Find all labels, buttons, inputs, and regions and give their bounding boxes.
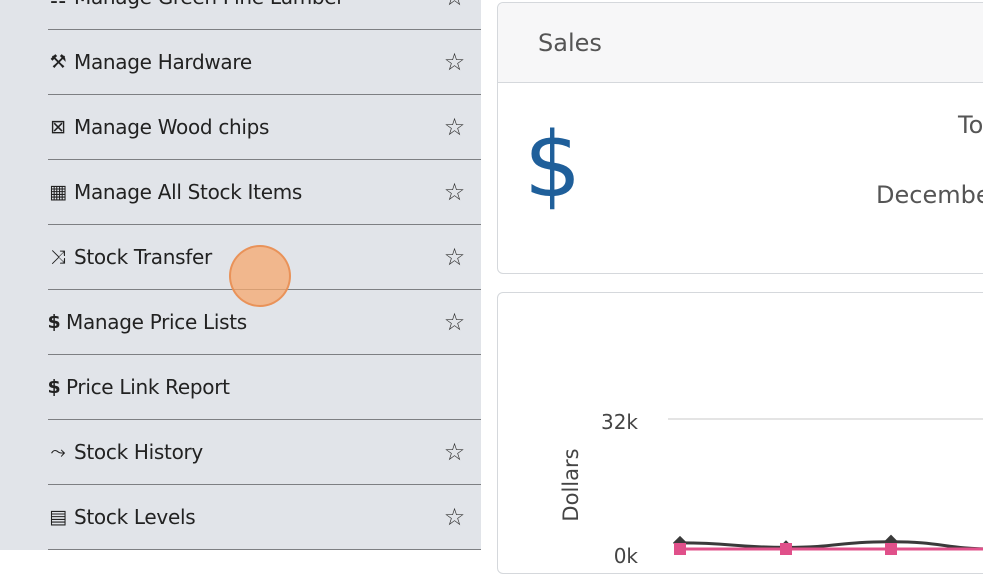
sidebar-item-label: Stock Transfer bbox=[74, 245, 212, 269]
sidebar-item-label: Manage Hardware bbox=[74, 50, 252, 74]
sales-card-header: Sales bbox=[498, 3, 983, 83]
star-icon[interactable]: ☆ bbox=[443, 48, 466, 76]
sidebar-item-label: Manage Green Pine Lumber bbox=[74, 0, 345, 9]
sidebar: ☷ Manage Green Pine Lumber ☆ ⚒ Manage Hardwa… bbox=[0, 0, 481, 550]
sidebar-item[interactable]: $ Manage Price Lists ☆ bbox=[48, 290, 481, 355]
star-icon[interactable]: ☆ bbox=[444, 0, 466, 11]
star-icon[interactable]: ☆ bbox=[443, 438, 466, 466]
sidebar-item-label: Stock Levels bbox=[74, 505, 196, 529]
sales-card: Sales $ To Decembe bbox=[497, 2, 983, 274]
industry-icon: ▦ bbox=[49, 181, 67, 203]
sidebar-item-label: Stock History bbox=[74, 440, 203, 464]
y-tick-label: 0k bbox=[614, 544, 639, 568]
sidebar-item[interactable]: ▤ Stock Levels ☆ bbox=[48, 485, 481, 550]
y-tick-label: 32k bbox=[601, 410, 638, 434]
dollar-icon: $ bbox=[47, 376, 61, 398]
shuffle-icon: ⤨ bbox=[50, 246, 66, 268]
sidebar-item[interactable]: ⊠ Manage Wood chips ☆ bbox=[48, 95, 481, 160]
file-icon: ▤ bbox=[49, 506, 67, 528]
dollar-icon: $ bbox=[524, 113, 582, 218]
sidebar-item-label: Manage Wood chips bbox=[74, 115, 270, 139]
star-icon[interactable]: ☆ bbox=[443, 308, 466, 336]
cursor-highlight bbox=[229, 245, 291, 307]
series-line bbox=[679, 540, 983, 551]
sidebar-item[interactable]: ⚒ Manage Hardware ☆ bbox=[48, 30, 481, 95]
star-icon[interactable]: ☆ bbox=[443, 178, 466, 206]
sidebar-item-label: Manage All Stock Items bbox=[74, 180, 303, 204]
sidebar-menu: ☷ Manage Green Pine Lumber ☆ ⚒ Manage Hardwa… bbox=[48, 0, 481, 550]
sales-total-label: To bbox=[958, 111, 983, 139]
line-chart-icon: ⤳ bbox=[50, 441, 66, 463]
sales-chart-card: 32k 0k Dollars bbox=[497, 292, 983, 574]
dollar-icon: $ bbox=[47, 311, 61, 333]
star-icon[interactable]: ☆ bbox=[443, 503, 466, 531]
y-axis-label: Dollars bbox=[559, 448, 583, 521]
sidebar-item[interactable]: ⤳ Stock History ☆ bbox=[48, 420, 481, 485]
sidebar-item[interactable]: ▦ Manage All Stock Items ☆ bbox=[48, 160, 481, 225]
sidebar-item-label: Price Link Report bbox=[66, 375, 230, 399]
sidebar-item-label: Manage Price Lists bbox=[66, 310, 247, 334]
star-icon[interactable]: ☆ bbox=[443, 243, 466, 271]
sidebar-item[interactable]: ☷ Manage Green Pine Lumber ☆ bbox=[48, 0, 481, 30]
data-point bbox=[885, 543, 897, 555]
sales-period-label: Decembe bbox=[876, 181, 983, 209]
sidebar-item[interactable]: $ Price Link Report bbox=[48, 355, 481, 420]
sales-title: Sales bbox=[538, 28, 602, 57]
pallet-icon: ☷ bbox=[48, 0, 68, 8]
box-x-icon: ⊠ bbox=[50, 116, 66, 138]
tools-icon: ⚒ bbox=[49, 51, 67, 73]
data-point bbox=[674, 543, 686, 555]
data-point bbox=[780, 543, 792, 555]
sales-chart: 32k 0k Dollars bbox=[559, 410, 983, 568]
star-icon[interactable]: ☆ bbox=[443, 113, 466, 141]
